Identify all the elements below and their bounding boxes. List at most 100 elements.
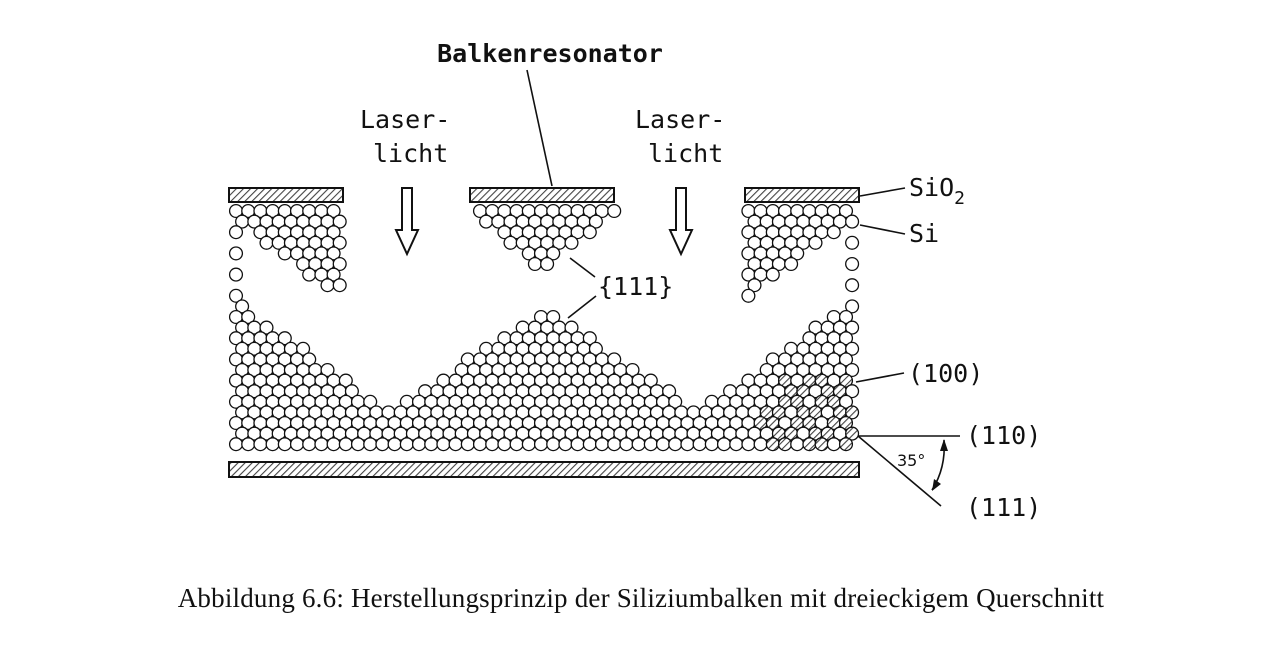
silicon-atom	[350, 437, 366, 452]
silicon-atom	[845, 235, 860, 250]
silicon-atom	[655, 437, 671, 452]
silicon-atom	[631, 437, 646, 452]
label-laser-right-line2: licht	[648, 139, 723, 168]
silicon-atom	[546, 246, 561, 261]
sio2-mask-right	[744, 187, 860, 203]
silicon-atom	[332, 256, 347, 272]
silicon-atom	[607, 203, 622, 219]
silicon-atom	[838, 437, 854, 452]
silicon-atom	[436, 437, 451, 452]
label-balkenresonator: Balkenresonator	[437, 39, 663, 68]
silicon-atom	[320, 278, 335, 293]
silicon-atom	[411, 437, 427, 452]
angle-arrowhead-top	[940, 439, 948, 451]
silicon-atom	[460, 437, 475, 452]
silicon-atom	[259, 320, 274, 335]
silicon-atom	[302, 437, 317, 452]
silicon-atom	[509, 437, 524, 452]
silicon-atom	[326, 246, 341, 261]
silicon-atom	[582, 437, 597, 452]
silicon-atom	[363, 394, 378, 409]
silicon-atom	[790, 246, 805, 261]
silicon-atom	[448, 437, 463, 452]
silicon-atom	[753, 437, 768, 452]
silicon-atom	[777, 437, 793, 452]
silicon-atom-lattice	[228, 203, 860, 452]
silicon-atom	[241, 309, 256, 325]
silicon-atom	[485, 437, 500, 452]
label-111-braces: {111}	[598, 272, 673, 301]
laser-arrow-right	[668, 187, 694, 257]
label-laser-left-line2: licht	[373, 139, 448, 168]
silicon-atom	[527, 256, 542, 272]
silicon-atom	[643, 437, 658, 452]
silicon-atom	[838, 203, 854, 219]
silicon-atom	[277, 437, 292, 452]
silicon-atom	[253, 437, 268, 452]
silicon-atom	[326, 225, 341, 240]
silicon-atom	[228, 225, 244, 240]
label-laser-right-line1: Laser-	[635, 105, 725, 134]
silicon-atom	[277, 331, 292, 346]
silicon-atom	[845, 278, 860, 293]
silicon-atom	[326, 437, 341, 452]
silicon-atom	[296, 341, 311, 356]
silicon-atom	[662, 384, 677, 399]
silicon-atom	[332, 235, 347, 250]
silicon-atom	[643, 373, 658, 388]
silicon-atom	[838, 394, 854, 409]
silicon-atom	[399, 437, 414, 452]
leader-111-lower	[567, 295, 597, 319]
silicon-atom	[326, 267, 341, 282]
silicon-atom	[845, 384, 860, 399]
silicon-atom	[845, 299, 860, 314]
leader-111-angle	[857, 435, 942, 507]
silicon-atom	[838, 309, 854, 325]
silicon-atom	[546, 437, 561, 452]
silicon-atom	[838, 373, 854, 388]
silicon-atom	[668, 394, 683, 409]
silicon-atom	[424, 437, 439, 452]
silicon-atom	[716, 437, 732, 452]
silicon-atom	[845, 320, 860, 335]
silicon-atom	[582, 225, 597, 240]
silicon-atom	[259, 235, 274, 250]
silicon-atom	[314, 437, 329, 452]
silicon-atom	[277, 246, 292, 261]
silicon-atom	[320, 362, 335, 378]
silicon-atom	[588, 214, 603, 229]
silicon-atom	[802, 437, 817, 452]
silicon-atom	[594, 437, 610, 452]
leader-si	[859, 224, 906, 235]
label-plane-111: (111)	[966, 493, 1041, 522]
silicon-atom	[680, 437, 695, 452]
silicon-atom	[472, 437, 488, 452]
silicon-atom	[741, 288, 756, 303]
silicon-atom	[363, 437, 378, 452]
silicon-atom	[289, 437, 305, 452]
label-si: Si	[909, 219, 939, 248]
silicon-atom	[521, 437, 536, 452]
silicon-atom	[228, 246, 244, 261]
laser-arrow-left	[394, 187, 420, 257]
silicon-atom	[588, 341, 603, 356]
silicon-atom	[729, 437, 744, 452]
silicon-atom	[814, 437, 829, 452]
silicon-atom	[228, 437, 244, 452]
silicon-atom	[607, 437, 622, 452]
silicon-atom	[704, 437, 719, 452]
silicon-atom	[845, 426, 860, 441]
silicon-atom	[808, 235, 823, 250]
silicon-atom	[845, 341, 860, 356]
silicon-atom	[338, 373, 353, 388]
leader-balkenresonator	[526, 69, 553, 187]
label-laser-left-line1: Laser-	[360, 105, 450, 134]
silicon-atom	[564, 235, 579, 250]
silicon-atom	[533, 437, 549, 452]
silicon-atom	[497, 437, 512, 452]
silicon-atom	[564, 320, 579, 335]
silicon-atom	[265, 437, 280, 452]
silicon-atom	[619, 437, 634, 452]
silicon-atom	[747, 278, 762, 293]
